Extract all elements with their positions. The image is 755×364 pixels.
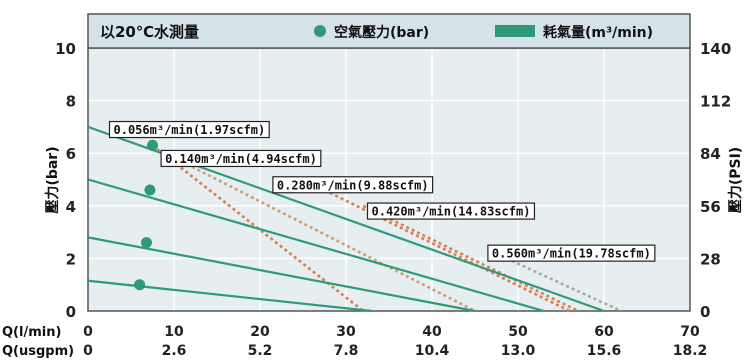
pressure-point: [144, 184, 156, 196]
chart-title: 以20℃水測量: [100, 23, 199, 41]
x-tick-usgpm: 0: [83, 343, 93, 359]
x-tick-lpm: 10: [164, 324, 184, 340]
pressure-point: [134, 279, 146, 291]
legend-band: [87, 13, 691, 49]
legend-consumption-marker: [495, 25, 535, 37]
y-tick-right: 84: [700, 145, 721, 163]
pressure-point: [140, 237, 152, 249]
annotation-label: 0.280m³/min(9.88scfm): [277, 178, 429, 192]
consumption-annotation: 0.056m³/min(1.97scfm): [108, 120, 270, 139]
consumption-line: [302, 178, 571, 313]
x-tick-usgpm: 7.8: [334, 343, 359, 359]
legend-pressure-marker: [314, 25, 326, 37]
consumption-annotation: 0.560m³/min(19.78scfm): [487, 244, 656, 262]
pressure-line: [87, 178, 545, 313]
series-layer: 0.056m³/min(1.97scfm) 0.140m³/min(4.94scf…: [87, 120, 656, 313]
x-tick-lpm: 60: [594, 324, 614, 340]
x-tick-lpm: 50: [508, 324, 528, 340]
x-tick-lpm: 40: [422, 324, 442, 340]
x-tick-lpm: 0: [83, 324, 93, 340]
x-tick-usgpm: 5.2: [248, 343, 273, 359]
consumption-annotation: 0.140m³/min(4.94scfm): [160, 149, 322, 168]
pressure-point: [147, 139, 158, 151]
annotation-box: [160, 149, 322, 168]
annotation-box: [108, 120, 270, 139]
annotation-box: [366, 202, 536, 220]
y-tick-left: 6: [66, 145, 76, 163]
y-tick-left: 4: [66, 198, 76, 216]
annotation-label: 0.560m³/min(19.78scfm): [492, 247, 651, 261]
y-tick-right: 28: [700, 250, 721, 268]
y-axis-label-left: 壓力(bar): [44, 146, 61, 213]
y-tick-left: 8: [66, 93, 76, 111]
y-tick-left: 10: [55, 40, 76, 58]
consumption-line: [164, 152, 476, 313]
x-tick-lpm: 30: [336, 324, 356, 340]
y-tick-right: 0: [700, 303, 710, 321]
x-tick-lpm: 70: [680, 324, 700, 340]
annotation-label: 0.140m³/min(4.94scfm): [165, 152, 317, 166]
y-tick-right: 56: [700, 198, 721, 216]
x-tick-usgpm: 10.4: [415, 343, 450, 359]
consumption-annotation: 0.420m³/min(14.83scfm): [366, 202, 536, 220]
y-axis-label-right: 壓力(PSI): [727, 147, 744, 213]
x-row-label-usgpm: Q(usgpm): [2, 344, 74, 359]
consumption-line: [500, 254, 622, 313]
pressure-line: [87, 236, 476, 313]
y-tick-right: 112: [700, 93, 731, 111]
tick-layer: 0246810028568411214000102.6205.2307.8401…: [55, 40, 731, 359]
consumption-line: [362, 204, 579, 313]
x-tick-usgpm: 18.2: [673, 343, 708, 359]
y-tick-left: 2: [66, 250, 76, 268]
consumption-annotation: 0.280m³/min(9.88scfm): [272, 176, 434, 194]
x-tick-usgpm: 2.6: [162, 343, 187, 359]
annotation-label: 0.056m³/min(1.97scfm): [114, 123, 266, 137]
y-tick-left: 0: [66, 303, 76, 321]
legend-pressure-label: 空氣壓力(bar): [334, 24, 429, 41]
x-tick-lpm: 20: [250, 324, 270, 340]
x-tick-usgpm: 15.6: [587, 343, 622, 359]
annotation-label: 0.420m³/min(14.83scfm): [372, 205, 531, 219]
y-tick-right: 140: [700, 40, 731, 58]
x-tick-usgpm: 13.0: [501, 343, 536, 359]
annotation-box: [487, 244, 656, 262]
annotation-box: [272, 176, 434, 194]
legend-consumption-label: 耗氣量(m³/min): [543, 24, 653, 41]
x-row-label-lpm: Q(l/min): [2, 325, 61, 340]
